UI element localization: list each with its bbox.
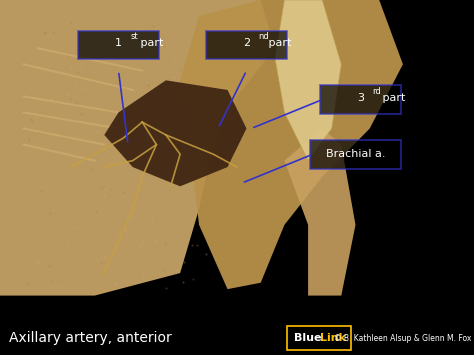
Polygon shape [104,80,246,186]
Text: © B. Kathleen Alsup & Glenn M. Fox: © B. Kathleen Alsup & Glenn M. Fox [334,334,472,343]
Polygon shape [0,0,275,296]
Text: Brachial a.: Brachial a. [326,149,385,159]
Text: 2: 2 [243,38,250,48]
Text: part: part [265,38,292,48]
FancyBboxPatch shape [310,140,401,169]
Text: Blue: Blue [294,333,321,343]
FancyBboxPatch shape [78,31,159,59]
Polygon shape [284,129,356,296]
Text: nd: nd [258,32,269,42]
Polygon shape [180,0,403,289]
FancyBboxPatch shape [206,31,287,59]
Text: 1: 1 [115,38,122,48]
Text: Link: Link [320,333,346,343]
Text: part: part [379,93,406,103]
Text: rd: rd [372,87,381,96]
FancyBboxPatch shape [320,85,401,114]
Text: part: part [137,38,164,48]
Text: st: st [130,32,138,42]
Text: 3: 3 [357,93,364,103]
Polygon shape [275,0,341,160]
Text: Axillary artery, anterior: Axillary artery, anterior [9,331,172,345]
